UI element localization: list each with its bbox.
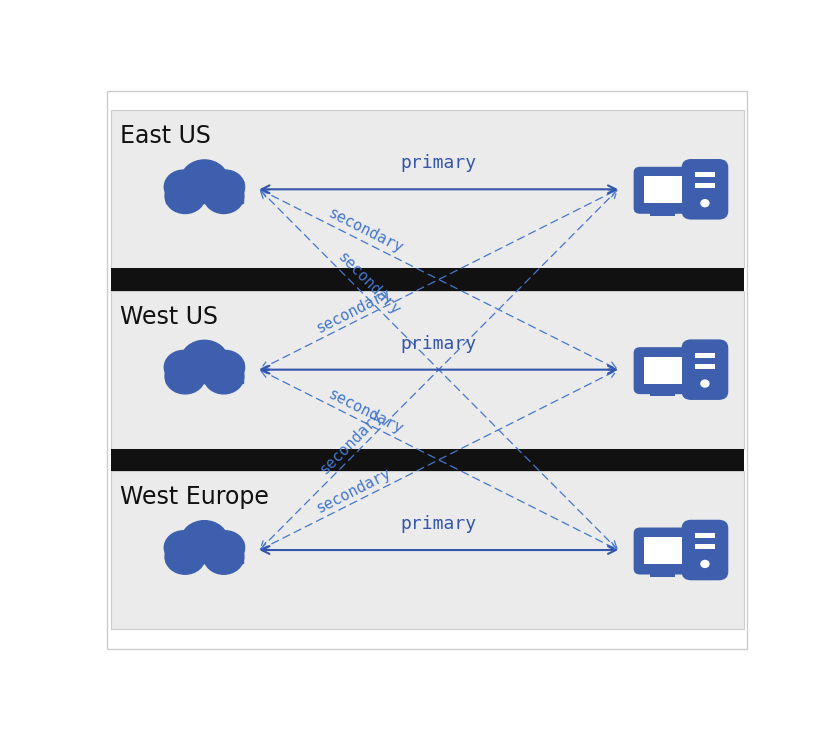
Text: secondary: secondary — [317, 408, 385, 477]
Circle shape — [164, 351, 203, 384]
FancyBboxPatch shape — [108, 91, 747, 649]
FancyBboxPatch shape — [634, 347, 692, 394]
Bar — [651, 394, 676, 397]
Circle shape — [181, 340, 229, 382]
Bar — [696, 183, 715, 188]
Text: secondary: secondary — [334, 249, 403, 318]
FancyBboxPatch shape — [111, 471, 744, 629]
Bar — [696, 353, 715, 358]
Bar — [651, 213, 676, 216]
Text: East US: East US — [120, 124, 211, 149]
FancyBboxPatch shape — [681, 520, 728, 580]
Text: secondary: secondary — [314, 285, 394, 335]
Bar — [111, 268, 744, 291]
Circle shape — [701, 200, 709, 206]
Text: West US: West US — [120, 305, 219, 329]
Bar — [644, 176, 681, 203]
Text: primary: primary — [400, 154, 477, 172]
Circle shape — [165, 359, 205, 394]
Text: primary: primary — [400, 515, 477, 533]
Text: secondary: secondary — [325, 386, 405, 436]
Bar — [696, 533, 715, 538]
Circle shape — [203, 359, 244, 394]
Bar — [166, 361, 243, 383]
Text: primary: primary — [400, 335, 477, 353]
Bar — [166, 181, 243, 203]
Bar — [658, 388, 667, 395]
Circle shape — [203, 539, 244, 574]
Bar — [644, 537, 681, 564]
Bar — [696, 544, 715, 549]
Text: secondary: secondary — [314, 466, 394, 516]
FancyBboxPatch shape — [111, 111, 744, 268]
Bar — [658, 208, 667, 214]
FancyBboxPatch shape — [111, 291, 744, 449]
Circle shape — [206, 531, 244, 564]
Circle shape — [206, 170, 244, 203]
FancyBboxPatch shape — [681, 340, 728, 400]
Bar — [111, 449, 744, 471]
Bar — [658, 568, 667, 575]
Circle shape — [181, 520, 229, 562]
Bar — [696, 364, 715, 369]
Bar — [651, 574, 676, 577]
Circle shape — [701, 380, 709, 387]
Bar — [644, 356, 681, 384]
Bar — [166, 542, 243, 564]
Circle shape — [165, 539, 205, 574]
FancyBboxPatch shape — [634, 528, 692, 575]
Circle shape — [164, 531, 203, 564]
Circle shape — [206, 351, 244, 384]
Text: secondary: secondary — [325, 206, 405, 256]
Circle shape — [701, 561, 709, 567]
Bar — [696, 173, 715, 177]
Circle shape — [164, 170, 203, 203]
Circle shape — [165, 179, 205, 214]
Circle shape — [203, 179, 244, 214]
FancyBboxPatch shape — [634, 167, 692, 214]
Circle shape — [181, 160, 229, 201]
FancyBboxPatch shape — [681, 159, 728, 220]
Text: West Europe: West Europe — [120, 485, 269, 509]
